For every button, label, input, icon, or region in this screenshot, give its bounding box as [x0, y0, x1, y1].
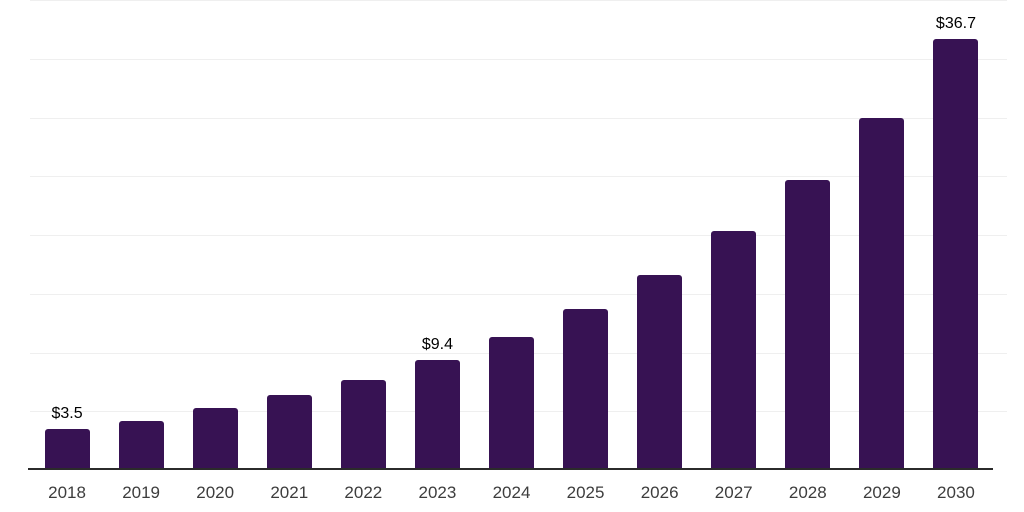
x-tick-label-2019: 2019 [122, 483, 161, 502]
bar-2026 [637, 274, 683, 470]
bar-2025 [563, 309, 609, 470]
gridline-20 [30, 235, 1007, 236]
bar-2020 [192, 407, 238, 470]
bar-2021 [266, 394, 312, 470]
x-tick-label-2024: 2024 [492, 483, 531, 502]
bar-2019 [118, 420, 164, 470]
bar-2023 [414, 359, 460, 470]
x-tick-label-2021: 2021 [270, 483, 309, 502]
bar-2022 [340, 379, 386, 470]
value-label-2018: $3.5 [51, 404, 83, 422]
x-tick-label-2027: 2027 [714, 483, 753, 502]
x-axis-line [28, 468, 993, 470]
value-label-2030: $36.7 [935, 14, 976, 32]
gridline-35 [30, 58, 1007, 60]
x-tick-label-2023: 2023 [418, 483, 457, 502]
value-label-2023: $9.4 [421, 335, 453, 353]
x-tick-label-2018: 2018 [48, 483, 86, 502]
x-tick-label-2022: 2022 [344, 483, 383, 502]
x-tick-label-2026: 2026 [640, 483, 679, 502]
gridline-15 [30, 293, 1007, 295]
bar-2030 [933, 38, 979, 470]
gridline-25 [30, 176, 1007, 178]
bar-2029 [859, 117, 905, 470]
gridline-40 [30, 0, 1007, 1]
bar-2018 [44, 428, 90, 470]
bar-2028 [785, 179, 831, 470]
x-tick-label-2029: 2029 [862, 483, 901, 502]
bar-2027 [711, 231, 757, 470]
x-tick-label-2028: 2028 [788, 483, 827, 502]
bar-2024 [489, 337, 534, 470]
x-tick-label-2030: 2030 [937, 483, 975, 502]
x-tick-label-2025: 2025 [566, 483, 605, 502]
gridline-30 [30, 117, 1007, 119]
x-tick-label-2020: 2020 [196, 483, 235, 502]
